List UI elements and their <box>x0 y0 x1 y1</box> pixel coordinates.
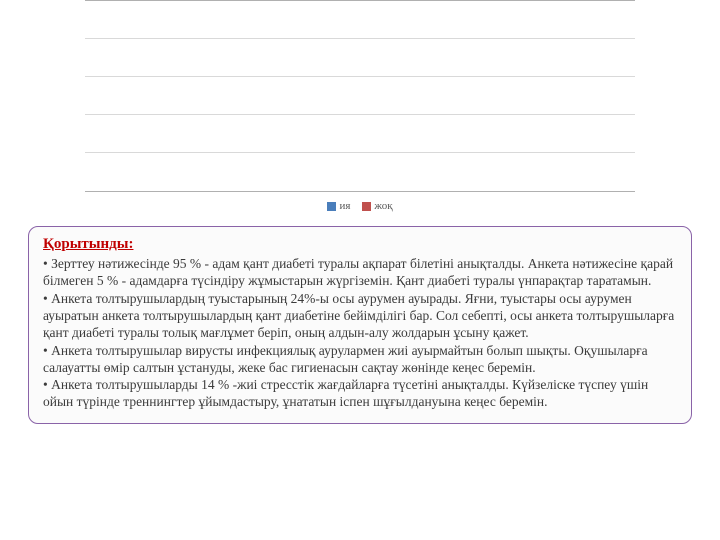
conclusion-bullet: • Анкета толтырушылардың туыстарының 24%… <box>43 290 677 342</box>
conclusion-bullet: • Анкета толтырушыларды 14 % -жиі стресс… <box>43 376 677 411</box>
legend-label: жоқ <box>374 200 392 212</box>
legend-label: ия <box>339 200 350 212</box>
legend-item: жоқ <box>362 200 392 212</box>
chart-legend: ия жоқ <box>85 200 635 212</box>
conclusion-body: • Зерттеу нәтижесінде 95 % - адам қант д… <box>43 255 677 410</box>
conclusion-box: Қорытынды: • Зерттеу нәтижесінде 95 % - … <box>28 226 692 424</box>
chart-plot-area <box>85 0 635 192</box>
legend-swatch <box>327 202 336 211</box>
legend-item: ия <box>327 200 350 212</box>
conclusion-heading: Қорытынды: <box>43 235 677 254</box>
bar-chart: ия жоқ <box>85 0 635 212</box>
conclusion-bullet: • Зерттеу нәтижесінде 95 % - адам қант д… <box>43 255 677 290</box>
legend-swatch <box>362 202 371 211</box>
conclusion-bullet: • Анкета толтырушылар вирусты инфекциялы… <box>43 342 677 377</box>
bars-row <box>85 1 635 191</box>
